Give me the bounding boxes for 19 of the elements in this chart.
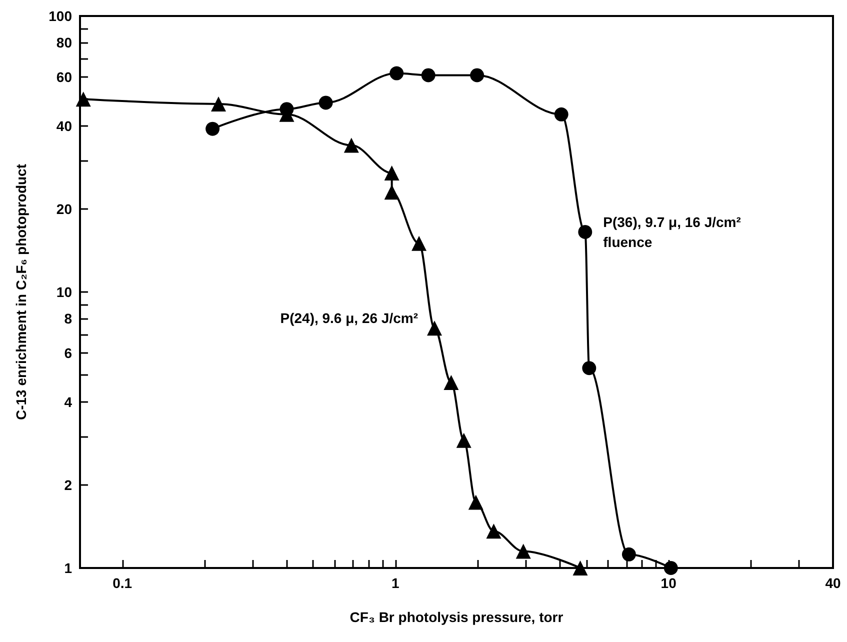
x-tick-label: 0.1 bbox=[112, 575, 132, 591]
y-tick-label: 60 bbox=[56, 69, 72, 86]
y-tick-label: 40 bbox=[56, 118, 72, 134]
x-tick-label: 1 bbox=[392, 575, 400, 591]
y-tick-label: 4 bbox=[64, 394, 72, 410]
y-tick-label: 6 bbox=[64, 345, 72, 362]
y-axis-title: C-13 enrichment in C₂F₆ photoproduct bbox=[13, 164, 29, 420]
y-tick-label: 8 bbox=[64, 310, 72, 327]
x-tick-label: 40 bbox=[825, 575, 841, 591]
y-tick-label: 100 bbox=[48, 8, 72, 24]
series-label: P(36), 9.7 μ, 16 J/cm² fluence bbox=[603, 214, 745, 250]
series-label: P(24), 9.6 μ, 26 J/cm² bbox=[280, 310, 418, 326]
y-tick-label: 20 bbox=[56, 200, 72, 217]
y-tick-label: 2 bbox=[64, 476, 72, 493]
y-tick-label: 1 bbox=[64, 560, 72, 576]
x-axis-title: CF₃ Br photolysis pressure, torr bbox=[350, 609, 564, 625]
y-tick-label: 80 bbox=[56, 34, 72, 51]
x-tick-label: 10 bbox=[660, 575, 677, 591]
y-tick-label: 10 bbox=[56, 284, 72, 300]
